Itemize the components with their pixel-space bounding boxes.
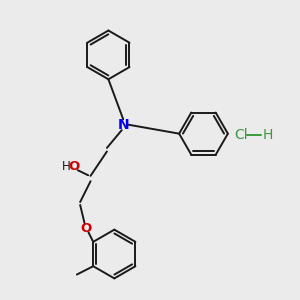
- Text: H: H: [61, 160, 70, 173]
- Text: H: H: [262, 128, 273, 142]
- Text: N: N: [117, 118, 129, 132]
- Text: Cl: Cl: [234, 128, 248, 142]
- Text: O: O: [80, 222, 92, 235]
- Text: O: O: [68, 160, 79, 173]
